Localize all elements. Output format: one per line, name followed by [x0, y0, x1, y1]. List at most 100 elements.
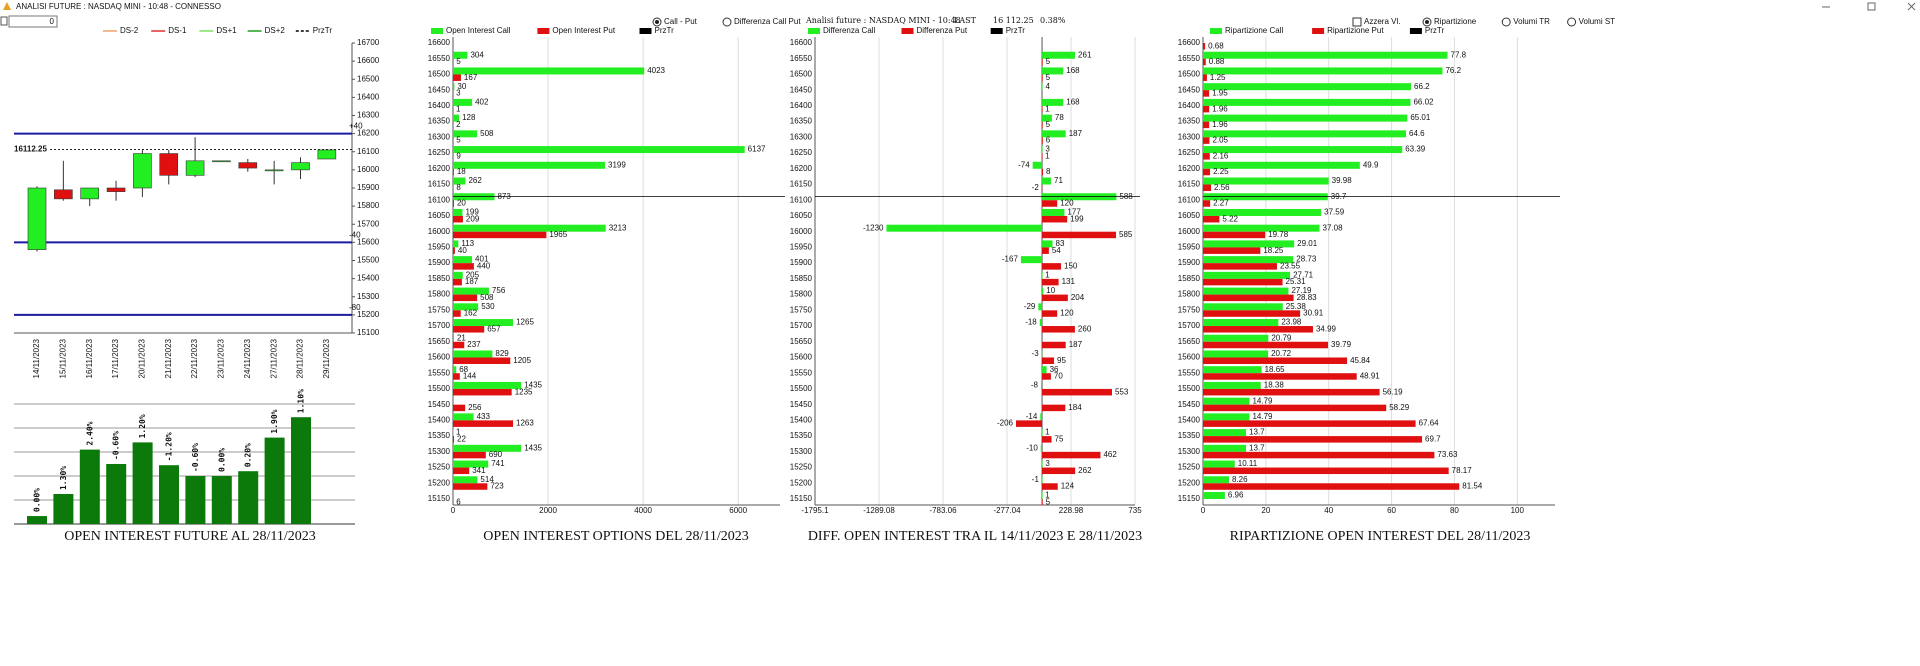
- x-tick-label: 27/11/2023: [269, 338, 278, 378]
- y-tick-label: 15750: [428, 305, 451, 314]
- y-tick-label: 15600: [428, 353, 451, 362]
- bar: [453, 420, 514, 427]
- bar: [1203, 413, 1250, 421]
- y-tick-label: 16150: [790, 180, 813, 189]
- bar-label: 1.20%: [138, 414, 147, 438]
- y-tick-label: 15800: [357, 201, 380, 210]
- y-tick-label: 16050: [1178, 211, 1201, 220]
- value-label: 5: [456, 57, 461, 66]
- checkbox[interactable]: [0, 16, 8, 26]
- bar: [1203, 420, 1416, 427]
- y-tick-label: 15700: [357, 219, 380, 228]
- y-tick-label: 15250: [790, 463, 813, 472]
- radio[interactable]: [722, 17, 732, 27]
- legend-label: DS+2: [265, 26, 286, 35]
- value-label: 508: [480, 129, 494, 138]
- y-tick-label: 16250: [1178, 148, 1201, 157]
- value-label: 462: [1103, 450, 1117, 459]
- value-label: 162: [464, 309, 478, 318]
- checkbox[interactable]: [1352, 17, 1362, 27]
- bar: [453, 451, 486, 459]
- value-label: 30: [457, 82, 466, 91]
- y-tick-label: 15650: [1178, 337, 1201, 346]
- value-label: 5: [1046, 73, 1051, 82]
- bar: [453, 388, 512, 396]
- y-tick-label: 15700: [1178, 321, 1201, 330]
- bar: [1203, 350, 1269, 358]
- y-tick-label: 15550: [428, 368, 451, 377]
- bar: [1203, 467, 1449, 475]
- value-label: 21: [457, 333, 466, 342]
- y-tick-label: 16550: [428, 54, 451, 63]
- radio[interactable]: [1501, 17, 1511, 27]
- value-label: 256: [468, 403, 482, 412]
- x-tick-label: 15/11/2023: [58, 338, 67, 378]
- bar: [1040, 413, 1043, 421]
- value-label: 25.31: [1286, 277, 1307, 286]
- value-label: 19.78: [1268, 230, 1289, 239]
- value-label: 71: [1054, 176, 1063, 185]
- value-label: 65.01: [1410, 113, 1431, 122]
- value-label: 68: [459, 365, 468, 374]
- option-label: Differenza Call Put: [734, 17, 801, 26]
- y-tick-label: 15300: [790, 447, 813, 456]
- value-label: 261: [1078, 50, 1092, 59]
- value-label: 829: [495, 349, 509, 358]
- value-label: 1: [1045, 428, 1050, 437]
- bar: [1203, 58, 1206, 66]
- value-label: 48.91: [1360, 372, 1381, 381]
- candle-body: [291, 162, 310, 171]
- y-tick-label: 16200: [790, 164, 813, 173]
- y-tick-label: 15200: [790, 478, 813, 487]
- level-label: -80: [349, 303, 361, 312]
- bar: [1042, 460, 1043, 468]
- bar: [1203, 381, 1261, 389]
- value-label: 78.17: [1452, 466, 1473, 475]
- bar: [453, 334, 454, 342]
- value-label: 1: [1045, 270, 1050, 279]
- value-label: 95: [1057, 356, 1066, 365]
- y-tick-label: 16450: [428, 85, 451, 94]
- bar: [1032, 161, 1043, 169]
- value-label: 2.56: [1214, 183, 1230, 192]
- bar: [1042, 492, 1043, 499]
- value-label: 13.7: [1249, 443, 1265, 452]
- value-label: 69.7: [1425, 434, 1441, 443]
- y-tick-label: 15150: [428, 494, 451, 503]
- bar: [1042, 388, 1112, 396]
- bar: [1203, 366, 1262, 374]
- y-tick-label: 15200: [1178, 478, 1201, 487]
- x-tick-label: -1795.1: [801, 506, 829, 515]
- y-tick-label: 15300: [428, 447, 451, 456]
- x-tick-label: 100: [1511, 506, 1525, 515]
- legend-swatch: [1210, 28, 1222, 34]
- value-label: 56.19: [1383, 387, 1404, 396]
- bar: [1203, 43, 1206, 50]
- y-tick-label: 16350: [1178, 117, 1201, 126]
- value-label: 1: [1045, 104, 1050, 113]
- bar: [1042, 200, 1058, 207]
- value-label: 8.26: [1232, 475, 1248, 484]
- y-tick-label: 15200: [428, 478, 451, 487]
- bar: [1203, 51, 1448, 59]
- radio[interactable]: [1567, 17, 1577, 27]
- value-label: 237: [467, 340, 481, 349]
- y-tick-label: 15250: [1178, 463, 1201, 472]
- value-label: -1230: [863, 223, 884, 232]
- x-tick-label: 22/11/2023: [190, 338, 199, 378]
- bar: [1203, 208, 1322, 216]
- legend-swatch: [808, 28, 820, 34]
- bar: [453, 240, 459, 248]
- y-tick-label: 15800: [1178, 290, 1201, 299]
- value-label: 49.9: [1363, 160, 1379, 169]
- window-controls[interactable]: [1822, 2, 1916, 11]
- input-value: 0: [50, 17, 55, 26]
- y-tick-label: 16550: [790, 54, 813, 63]
- value-label: 199: [1070, 214, 1084, 223]
- input-box[interactable]: [8, 15, 58, 28]
- value-label: 2.25: [1213, 167, 1229, 176]
- value-label: 3: [456, 89, 461, 98]
- value-label: 9: [456, 151, 461, 160]
- value-label: 553: [1115, 387, 1129, 396]
